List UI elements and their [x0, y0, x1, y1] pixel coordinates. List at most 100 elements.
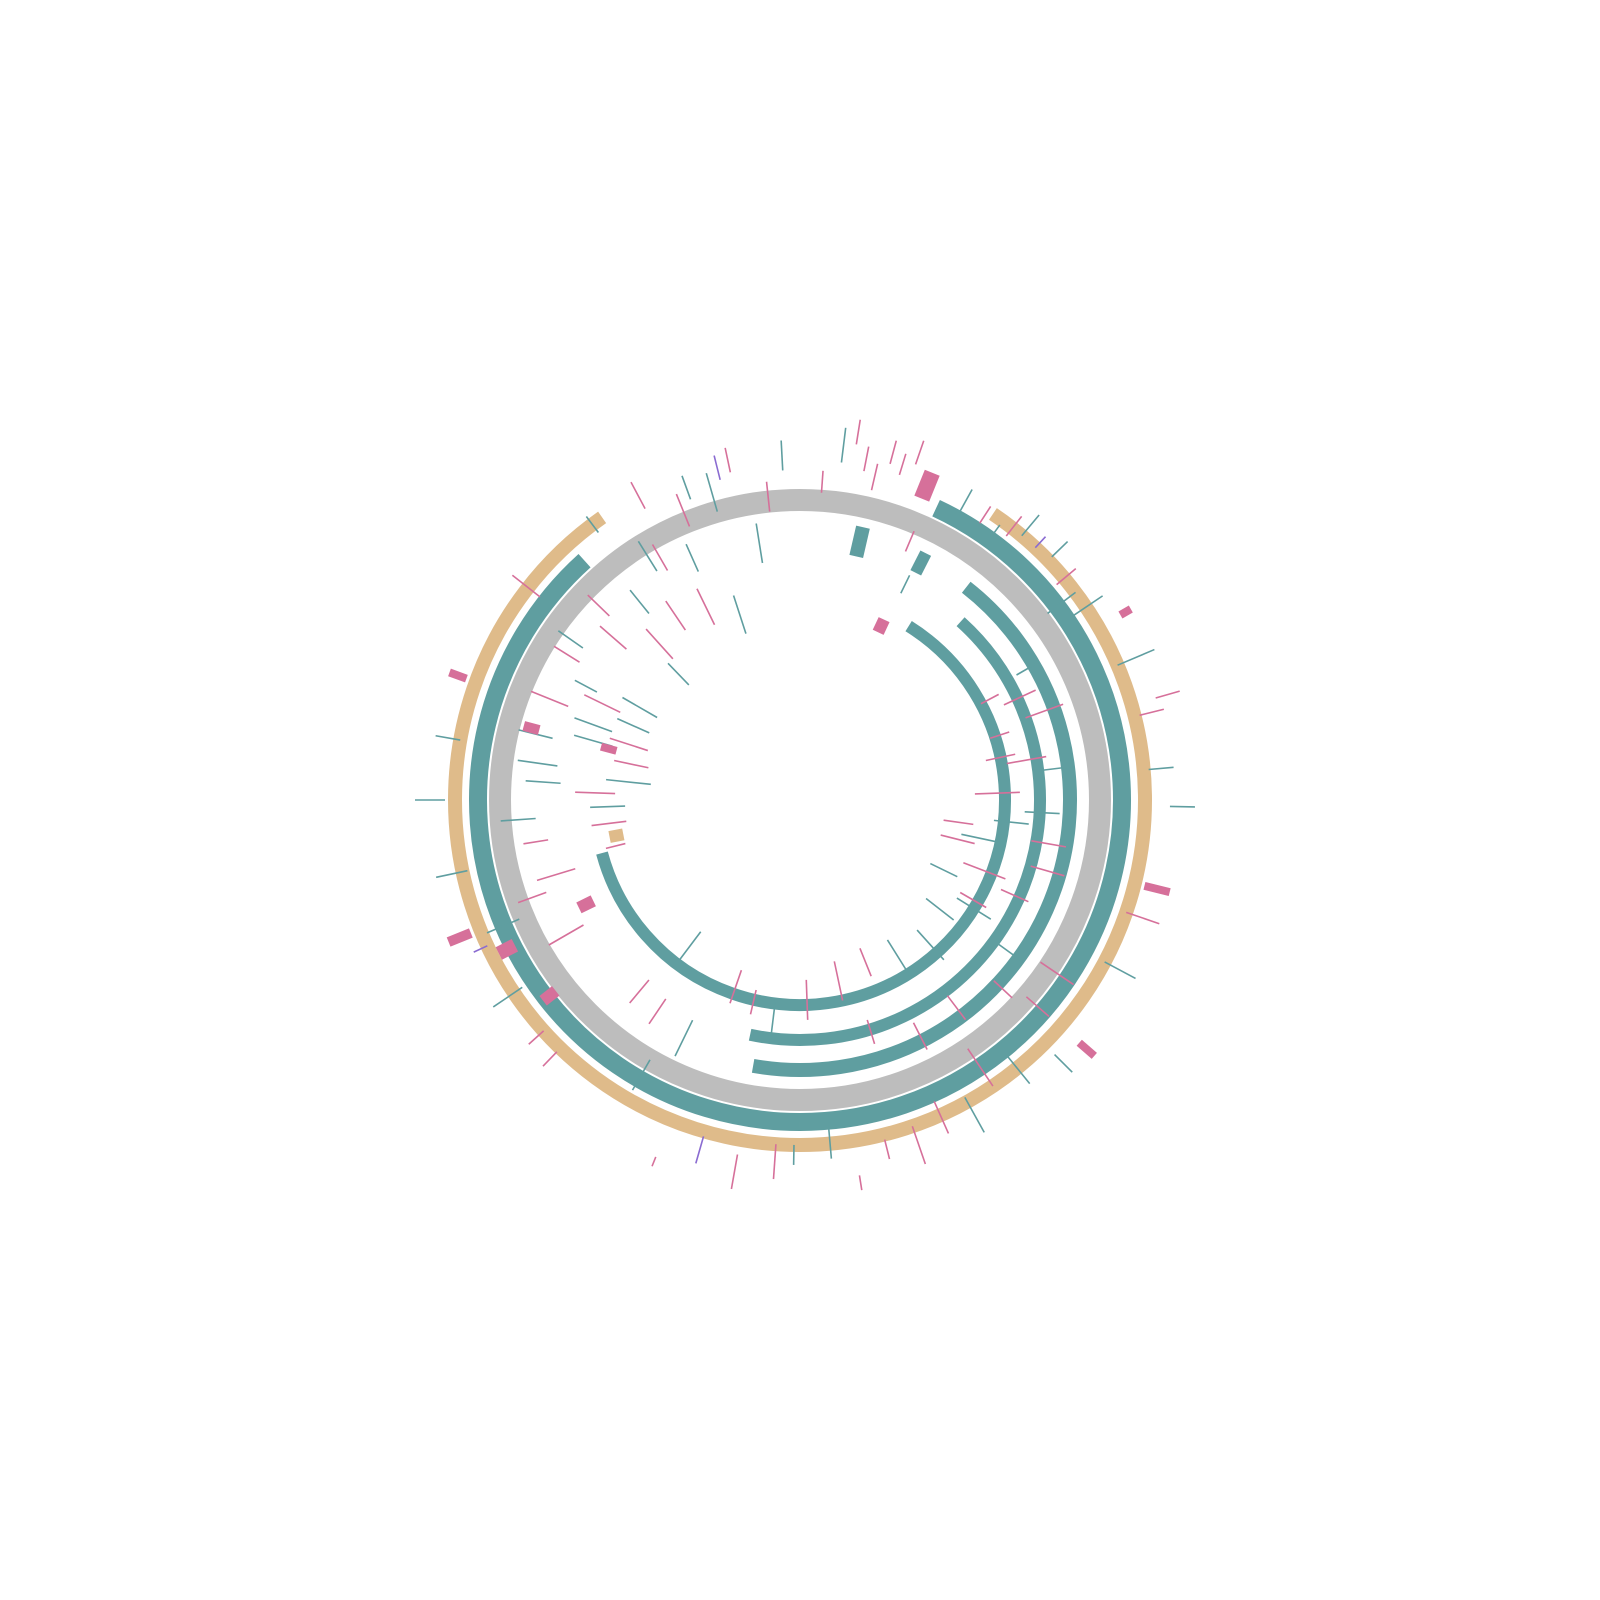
tick-segment	[732, 595, 747, 634]
teal-arc-left	[469, 554, 801, 1131]
tick-segment	[574, 679, 598, 693]
tick-segment	[637, 540, 658, 572]
tick-segment	[993, 980, 1013, 999]
tick-segment	[667, 662, 690, 686]
tick-segment	[674, 1019, 694, 1057]
tick-segment	[886, 939, 912, 979]
tick-segment	[929, 862, 958, 878]
tick-segment	[1051, 541, 1069, 558]
tick-segment	[1155, 690, 1180, 699]
tick-segment	[984, 524, 1001, 546]
tick-segment	[605, 778, 651, 786]
outer-tan-arc-right	[799, 508, 1152, 1152]
tick-segment	[904, 530, 915, 552]
tick-segment	[979, 506, 992, 524]
tick-segment	[729, 969, 743, 1004]
tick-segment	[914, 440, 925, 465]
tick-segment	[961, 833, 1006, 845]
tick-segment	[840, 427, 847, 463]
tick-segment	[1030, 865, 1065, 877]
tick-segment	[574, 717, 613, 733]
tick-segment	[959, 489, 973, 512]
pink-block-right	[1118, 605, 1133, 619]
tick-segment	[858, 1175, 863, 1191]
pink-block-left-2	[448, 668, 468, 683]
tick-segment	[883, 1139, 891, 1160]
tick-segment	[685, 543, 700, 572]
pink-block-right-2	[1143, 881, 1171, 897]
tick-segment	[925, 897, 955, 921]
pink-block-center	[599, 742, 618, 755]
tick-segment	[435, 869, 468, 879]
tick-segment	[827, 1128, 833, 1159]
tick-segment	[974, 791, 1020, 795]
tick-segment	[1117, 648, 1155, 666]
tick-segment	[651, 544, 669, 571]
tick-segment	[997, 943, 1023, 963]
tick-segment	[964, 1096, 985, 1133]
tick-segment	[553, 645, 580, 663]
tick-segment	[585, 515, 600, 533]
tick-segment	[985, 753, 1016, 762]
tan-block-center	[608, 828, 625, 843]
tick-segment	[1025, 703, 1064, 719]
tick-segment	[772, 1144, 777, 1180]
outer-tan-arc-left	[448, 511, 801, 1152]
tick-segment	[820, 470, 824, 493]
tick-segment	[855, 419, 862, 445]
tick-segment	[724, 447, 732, 473]
tick-segment	[1038, 765, 1074, 772]
tick-segment	[587, 594, 610, 617]
tick-segment	[765, 481, 771, 512]
tick-segment	[1125, 911, 1160, 925]
tick-segment	[870, 463, 879, 491]
tick-segment	[730, 1154, 739, 1190]
tick-segment	[473, 945, 488, 953]
tick-segment	[590, 805, 626, 809]
tick-segment	[1016, 661, 1039, 676]
tick-segment	[523, 839, 549, 845]
tick-segment	[967, 1048, 994, 1087]
tick-segment	[511, 574, 541, 598]
tick-segment	[1007, 1055, 1031, 1085]
backbone-ring	[489, 489, 1111, 1111]
tick-segment	[705, 472, 719, 512]
tick-segment	[916, 929, 945, 961]
tick-segment	[1006, 755, 1047, 765]
tick-segment	[859, 948, 872, 977]
tick-segment	[889, 440, 898, 465]
tick-segment	[695, 1136, 705, 1164]
pink-block-left-5	[522, 721, 541, 735]
pink-block-top	[914, 469, 940, 502]
pink-block-left-3	[495, 939, 519, 960]
tick-segment	[548, 924, 584, 946]
tick-segment	[681, 475, 692, 500]
tick-segment	[993, 819, 1029, 825]
tick-segment	[616, 717, 650, 734]
tick-segment	[629, 589, 650, 614]
pink-block-lower	[576, 895, 596, 914]
tick-segment	[500, 817, 536, 822]
tick-segment	[630, 481, 646, 510]
tick-segment	[912, 1022, 928, 1050]
feature-arc-layer	[448, 500, 1152, 1152]
backbone-ring-layer	[489, 489, 1111, 1111]
tick-segment	[1031, 840, 1067, 848]
tick-segment	[1025, 996, 1050, 1018]
feature-block-layer	[446, 469, 1171, 1059]
teal-block-1	[849, 525, 870, 558]
pink-block-left-4	[539, 986, 560, 1006]
teal-arc-inner	[596, 621, 1011, 1011]
pink-block-inner	[872, 617, 890, 635]
tick-segment	[435, 734, 461, 741]
tick-segment	[900, 574, 911, 594]
pink-block-left-1	[446, 928, 473, 947]
tick-segment	[898, 453, 907, 476]
tick-segment	[696, 588, 716, 626]
tick-segment	[780, 440, 784, 471]
tick-segment	[755, 523, 764, 564]
teal-block-2	[910, 550, 932, 576]
tick-segment	[1024, 810, 1060, 815]
